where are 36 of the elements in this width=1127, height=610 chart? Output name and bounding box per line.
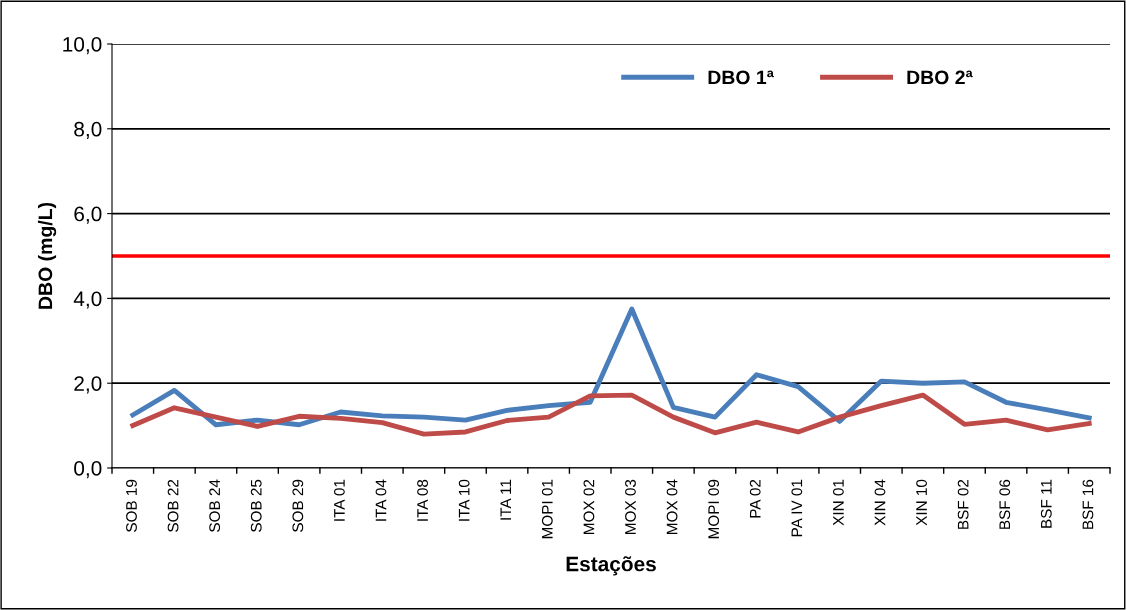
x-tick-label: PA IV 01 xyxy=(791,479,803,537)
x-tick-label: MOX 02 xyxy=(583,479,595,534)
x-tick-label: MOX 03 xyxy=(625,479,636,534)
x-tick-label: SOB 22 xyxy=(167,479,179,532)
x-axis-title: Estações xyxy=(566,556,656,576)
x-tick-label: BSF 16 xyxy=(1082,479,1094,529)
x-tick-label: ITA 11 xyxy=(500,479,511,520)
x-tick-label: MOX 04 xyxy=(666,479,678,534)
x-tick-label: ITA 04 xyxy=(375,479,387,521)
y-axis-title: DBO (mg/L) xyxy=(37,202,57,309)
y-tick-label: 8,0 xyxy=(74,121,102,140)
x-tick-label: MOPI 09 xyxy=(708,479,720,539)
y-tick-label: 4,0 xyxy=(73,291,102,309)
x-tick-label: SOB 19 xyxy=(126,479,137,532)
x-tick-label: SOB 24 xyxy=(209,479,221,532)
x-tick-label: SOB 25 xyxy=(250,479,262,532)
y-tick-label: 0,0 xyxy=(74,461,102,479)
y-tick-label: 6,0 xyxy=(74,206,102,224)
x-tick-label: ITA 01 xyxy=(333,479,345,521)
x-tick-label: ITA 10 xyxy=(458,479,470,521)
x-tick-label: BSF 06 xyxy=(999,479,1011,529)
legend-label: DBO 1ª xyxy=(708,70,774,85)
y-tick-label: 10,0 xyxy=(63,37,102,55)
x-tick-label: BSF 11 xyxy=(1040,479,1052,528)
x-tick-label: XIN 01 xyxy=(832,479,844,526)
x-tick-label: ITA 08 xyxy=(417,479,428,521)
legend-label: DBO 2ª xyxy=(907,70,973,85)
x-tick-label: BSF 02 xyxy=(957,479,969,529)
line-series xyxy=(130,306,1092,428)
y-tick-label: 2,0 xyxy=(74,376,102,394)
x-tick-label: XIN 10 xyxy=(916,479,927,526)
x-tick-label: XIN 04 xyxy=(874,479,886,526)
line-series xyxy=(130,392,1092,437)
x-tick-label: MOPI 01 xyxy=(541,479,553,539)
x-tick-label: SOB 29 xyxy=(292,479,304,532)
x-tick-label: PA 02 xyxy=(749,479,761,518)
